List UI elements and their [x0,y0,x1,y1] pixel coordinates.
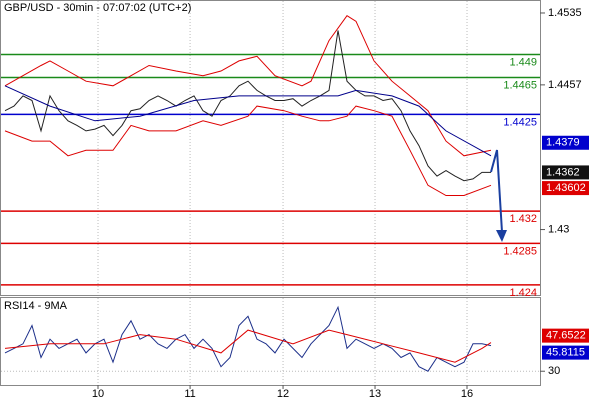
x-tick-label: 12 [277,388,289,400]
price-tag [542,165,589,180]
price-tag [542,135,589,150]
arrow-head [496,230,507,242]
price-tag [542,345,589,360]
price-tag-label: 47.6522 [546,330,586,342]
price-tag-label: 1.4362 [546,166,580,178]
series-line [4,85,492,157]
level-label: 1.4285 [503,245,537,257]
price-tag [542,181,589,196]
x-tick-label: 16 [461,388,473,400]
series-line [4,30,491,182]
level-label: 1.424 [509,287,537,299]
y-tick-label: 1.4457 [548,79,582,91]
rsi-title: RSI14 - 9MA [4,300,68,312]
series-line [4,305,492,372]
y-tick-label: 30 [548,365,560,377]
price-panel [0,0,541,296]
y-tick-label: 1.4535 [548,7,582,19]
series-line [4,15,492,157]
rsi-panel [0,297,541,386]
chart-title: GBP/USD - 30min - 07:07:02 (UTC+2) [4,2,191,14]
forecast-arrow [490,149,503,233]
price-tag-label: 45.8115 [546,347,585,359]
level-label: 1.449 [509,56,537,68]
level-label: 1.4425 [503,116,537,128]
series-line [4,105,492,196]
x-tick-label: 11 [184,388,195,400]
x-tick-label: 10 [92,388,104,400]
price-tag-label: 1.43602 [546,182,586,194]
level-label: 1.432 [509,213,537,225]
y-tick-label: 1.43 [548,223,569,235]
series-line [4,329,492,363]
price-tag [542,328,589,343]
price-tag-label: 1.4379 [546,137,580,149]
x-tick-label: 13 [369,388,381,400]
level-label: 1.4465 [503,79,537,91]
